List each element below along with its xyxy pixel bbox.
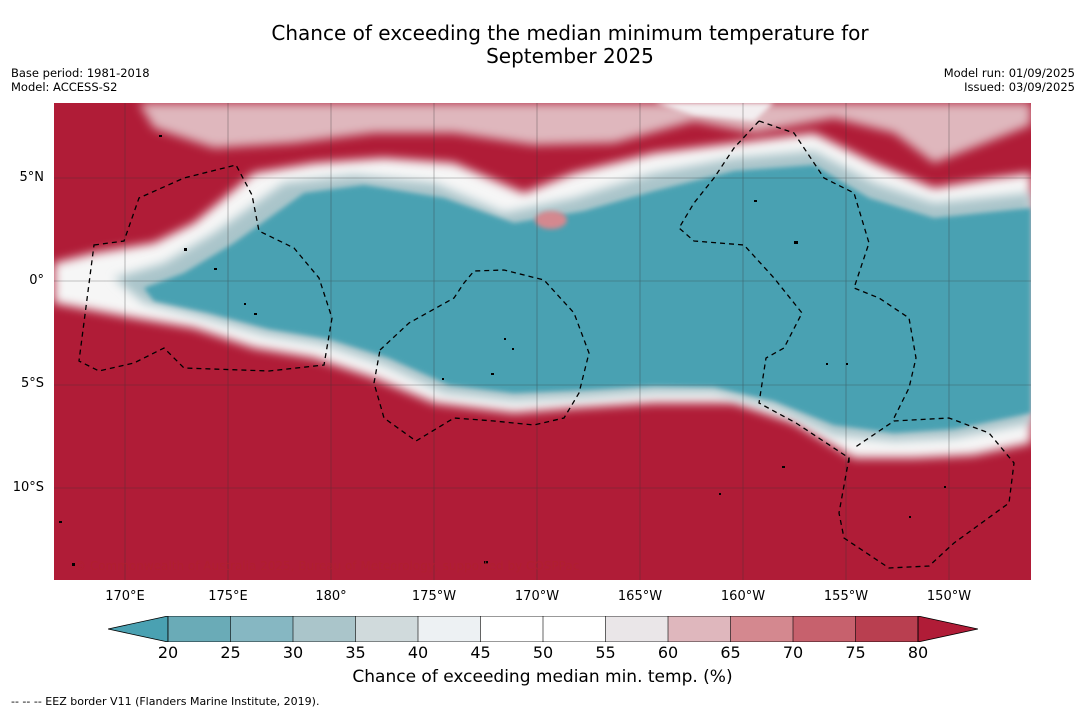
colorbar-tick-25: 25 (220, 643, 241, 662)
lon-label-150w: 150°W (926, 589, 972, 604)
colorbar-high-arrow (917, 616, 978, 642)
colorbar (108, 616, 978, 642)
colorbar-tick-30: 30 (282, 643, 304, 662)
colorbar-label: Chance of exceeding median min. temp. (%… (352, 667, 733, 687)
lon-label-175e: 175°E (208, 589, 248, 604)
colorbar-segment-40-45 (418, 616, 481, 642)
pink-blob (535, 211, 567, 229)
colorbar-low-arrow (108, 616, 169, 642)
lon-label-155w: 155°W (823, 589, 869, 604)
colorbar-segment-45-50 (480, 616, 543, 642)
meta-left: Base period: 1981-2018 Model: ACCESS-S2 (11, 66, 150, 94)
colorbar-segment-35-40 (355, 616, 418, 642)
base-period: Base period: 1981-2018 (11, 66, 150, 80)
lat-label-5s: 5°S (20, 376, 44, 391)
colorbar-segment-60-65 (668, 616, 731, 642)
colorbar-segment-65-70 (730, 616, 793, 642)
model-run: Model run: 01/09/2025 (943, 66, 1075, 80)
colorbar-tick-65: 65 (720, 643, 741, 662)
islands (59, 135, 946, 566)
colorbar-tick-35: 35 (345, 643, 366, 662)
colorbar-segment-25-30 (230, 616, 293, 642)
title-line-1: Chance of exceeding the median minimum t… (271, 21, 869, 45)
north-white-patch (654, 103, 774, 121)
colorbar-tick-75: 75 (845, 643, 866, 662)
eez-borders (78, 120, 1015, 569)
map-svg (54, 103, 1031, 580)
low-probability-region (144, 165, 1031, 433)
colorbar-segment-70-75 (793, 616, 856, 642)
colorbar-tick-70: 70 (782, 643, 804, 662)
colorbar-tick-55: 55 (595, 643, 616, 662)
colorbar-tick-80: 80 (907, 643, 929, 662)
lon-label-175w: 175°W (411, 589, 457, 604)
colorbar-tick-20: 20 (157, 643, 179, 662)
issued-date: Issued: 03/09/2025 (964, 80, 1075, 94)
colorbar-segment-50-55 (543, 616, 606, 642)
map-title: Chance of exceeding the median minimum t… (0, 22, 1085, 68)
lat-label-0: 0° (29, 273, 44, 288)
lon-label-170w: 170°W (514, 589, 560, 604)
colorbar-segment-30-35 (293, 616, 356, 642)
north-pink-patch-1 (139, 103, 1031, 163)
lon-label-160w: 160°W (720, 589, 766, 604)
colorbar-segment-55-60 (605, 616, 668, 642)
lon-label-170e: 170°E (105, 589, 145, 604)
meta-right: Model run: 01/09/2025 Issued: 03/09/2025 (944, 66, 1075, 94)
colorbar-segment-75-80 (855, 616, 918, 642)
map-area[interactable] (54, 103, 1031, 580)
lon-label-165w: 165°W (617, 589, 663, 604)
lat-label-5n: 5°N (19, 170, 45, 185)
lat-label-10s: 10°S (12, 480, 44, 495)
model-name: Model: ACCESS-S2 (11, 80, 118, 94)
colorbar-tick-45: 45 (470, 643, 491, 662)
eez-footer-note: -- -- -- EEZ border V11 (Flanders Marine… (11, 695, 320, 708)
copyright-notice: © Commonwealth of Australia 2025, Bureau… (74, 559, 580, 573)
lon-label-180: 180° (315, 589, 347, 604)
graticule (54, 103, 1031, 580)
colorbar-tick-40: 40 (407, 643, 429, 662)
colorbar-tick-50: 50 (532, 643, 554, 662)
colorbar-segment-20-25 (168, 616, 231, 642)
colorbar-tick-60: 60 (657, 643, 679, 662)
title-line-2: September 2025 (486, 44, 654, 68)
